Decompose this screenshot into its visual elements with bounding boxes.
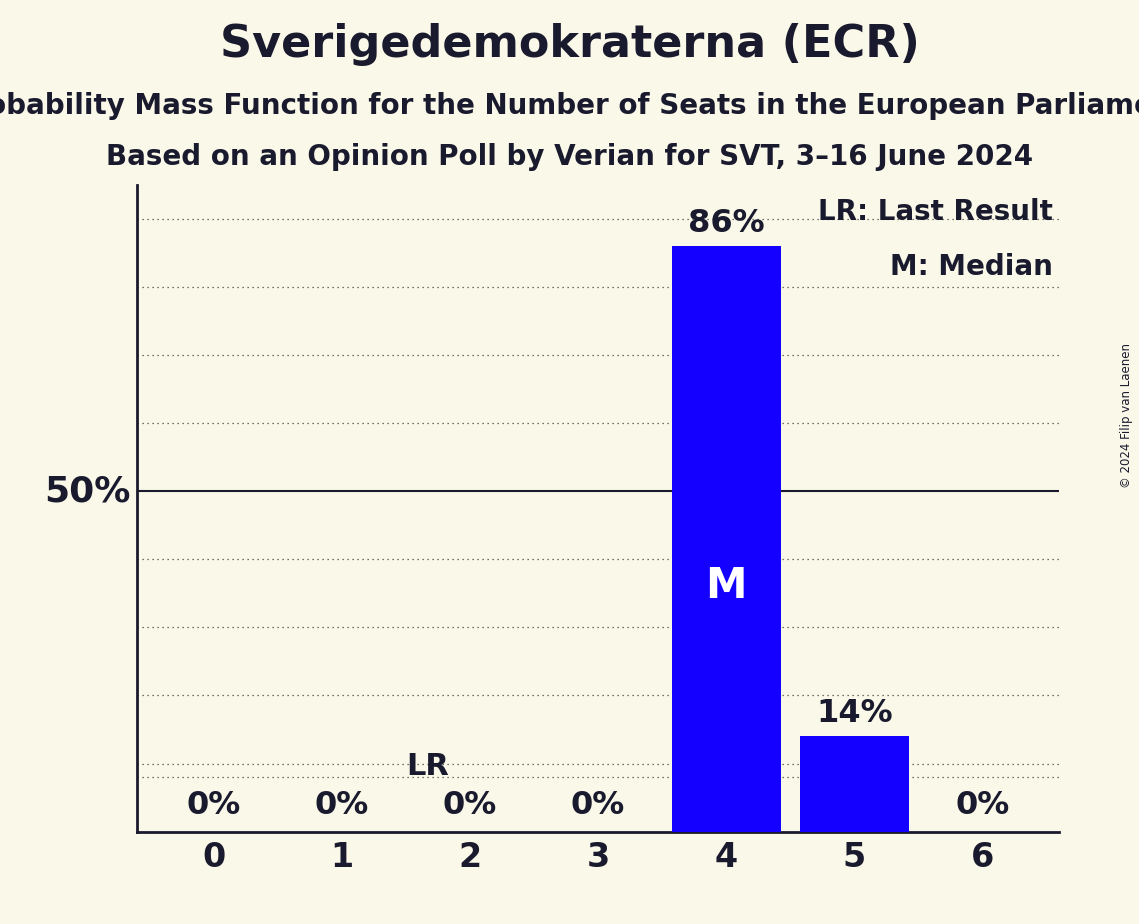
Bar <box>800 736 909 832</box>
Text: Probability Mass Function for the Number of Seats in the European Parliament: Probability Mass Function for the Number… <box>0 92 1139 120</box>
Bar <box>672 246 780 832</box>
Text: 0%: 0% <box>314 790 369 821</box>
Text: 0%: 0% <box>956 790 1009 821</box>
Text: M: M <box>705 565 747 607</box>
Text: 86%: 86% <box>688 208 764 239</box>
Text: M: Median: M: Median <box>890 253 1052 281</box>
Text: 0%: 0% <box>443 790 497 821</box>
Text: Sverigedemokraterna (ECR): Sverigedemokraterna (ECR) <box>220 23 919 67</box>
Text: Based on an Opinion Poll by Verian for SVT, 3–16 June 2024: Based on an Opinion Poll by Verian for S… <box>106 143 1033 171</box>
Text: © 2024 Filip van Laenen: © 2024 Filip van Laenen <box>1121 344 1133 488</box>
Text: LR: Last Result: LR: Last Result <box>818 199 1052 226</box>
Text: 0%: 0% <box>187 790 240 821</box>
Text: 50%: 50% <box>44 474 130 508</box>
Text: 14%: 14% <box>816 699 893 729</box>
Text: 0%: 0% <box>571 790 625 821</box>
Text: LR: LR <box>405 752 449 782</box>
